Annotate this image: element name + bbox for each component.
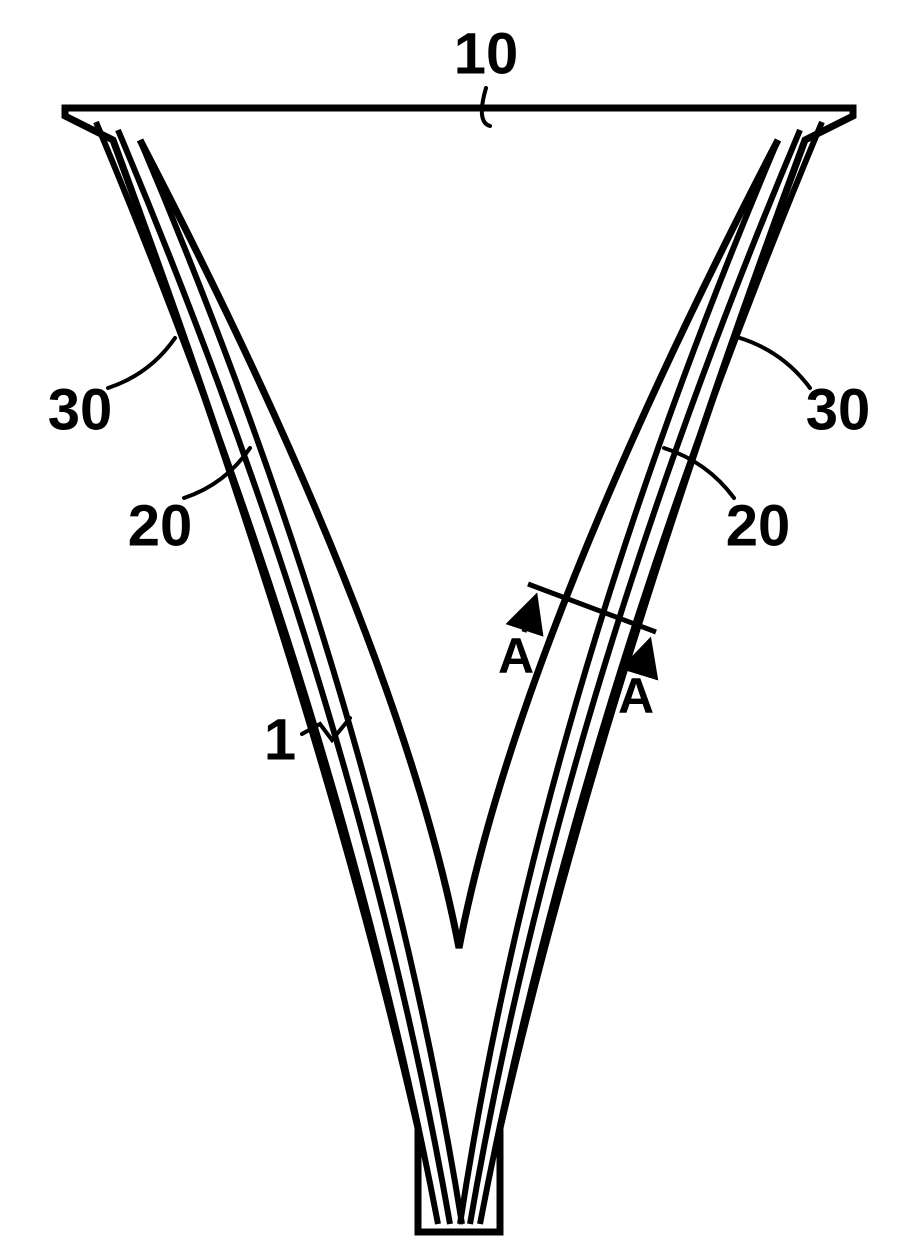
lbl-30-r-leader bbox=[740, 338, 810, 388]
lbl-30-l-leader bbox=[108, 338, 175, 388]
body-outline bbox=[65, 108, 853, 1232]
lbl-A1: A bbox=[498, 628, 534, 684]
inner-v-outline bbox=[140, 140, 778, 948]
lbl-30-l: 30 bbox=[48, 377, 113, 442]
lbl-10: 10 bbox=[454, 21, 519, 86]
lbl-1: 1 bbox=[264, 707, 296, 772]
outline-layer bbox=[65, 108, 853, 1232]
section-layer bbox=[528, 584, 656, 632]
curve-left-0 bbox=[96, 122, 438, 1224]
figure-svg: 10302030201AA bbox=[0, 0, 918, 1250]
lbl-20-r: 20 bbox=[726, 493, 791, 558]
lbl-30-r: 30 bbox=[806, 377, 871, 442]
lbl-20-l: 20 bbox=[128, 493, 193, 558]
section-line bbox=[528, 584, 656, 632]
lbl-A2: A bbox=[618, 668, 654, 724]
curves-layer bbox=[96, 122, 822, 1224]
labels-layer: 10302030201AA bbox=[48, 21, 871, 772]
